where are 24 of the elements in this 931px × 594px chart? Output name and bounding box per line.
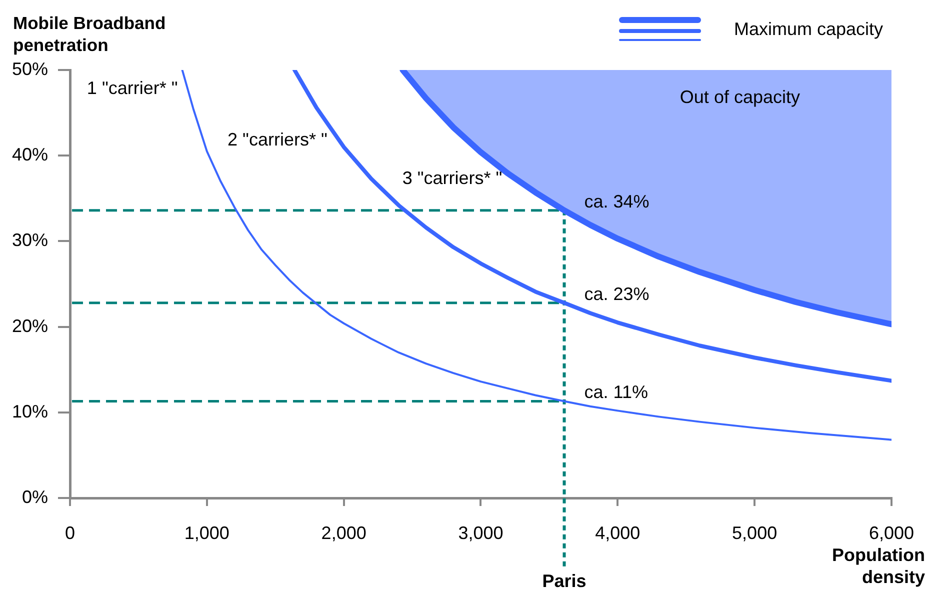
y-tick-label: 30%: [12, 230, 48, 250]
x-tick-label: 0: [64, 522, 76, 543]
y-tick-label: 10%: [12, 401, 48, 422]
y-axis-title: Mobile Broadband penetration: [13, 12, 166, 55]
y-tick-label: 50%: [12, 58, 48, 79]
series-label: 3 "carriers* ": [402, 168, 502, 188]
x-tick-label: 1,000: [184, 522, 230, 543]
series-label: 2 "carriers* ": [228, 130, 328, 150]
x-tick-label: 5,000: [732, 522, 778, 543]
ref-line-label: ca. 11%: [584, 382, 648, 402]
annotation: Out of capacity: [680, 86, 800, 107]
ref-line-label: ca. 34%: [584, 191, 650, 212]
series-label: 1 "carrier* ": [86, 78, 178, 98]
y-tick-label: 0%: [22, 486, 48, 507]
ref-line-label: ca. 23%: [584, 284, 650, 304]
x-tick-label: 6,000: [868, 522, 914, 543]
ref-line-label: Paris: [542, 570, 586, 591]
x-tick-label: 2,000: [321, 522, 366, 543]
y-tick-label: 40%: [12, 144, 48, 165]
x-axis-title: Population density: [832, 544, 925, 587]
x-tick-label: 3,000: [458, 522, 504, 543]
x-tick-label: 4,000: [595, 522, 640, 543]
text: Maximum capacity: [734, 18, 883, 40]
y-tick-label: 20%: [12, 316, 48, 336]
